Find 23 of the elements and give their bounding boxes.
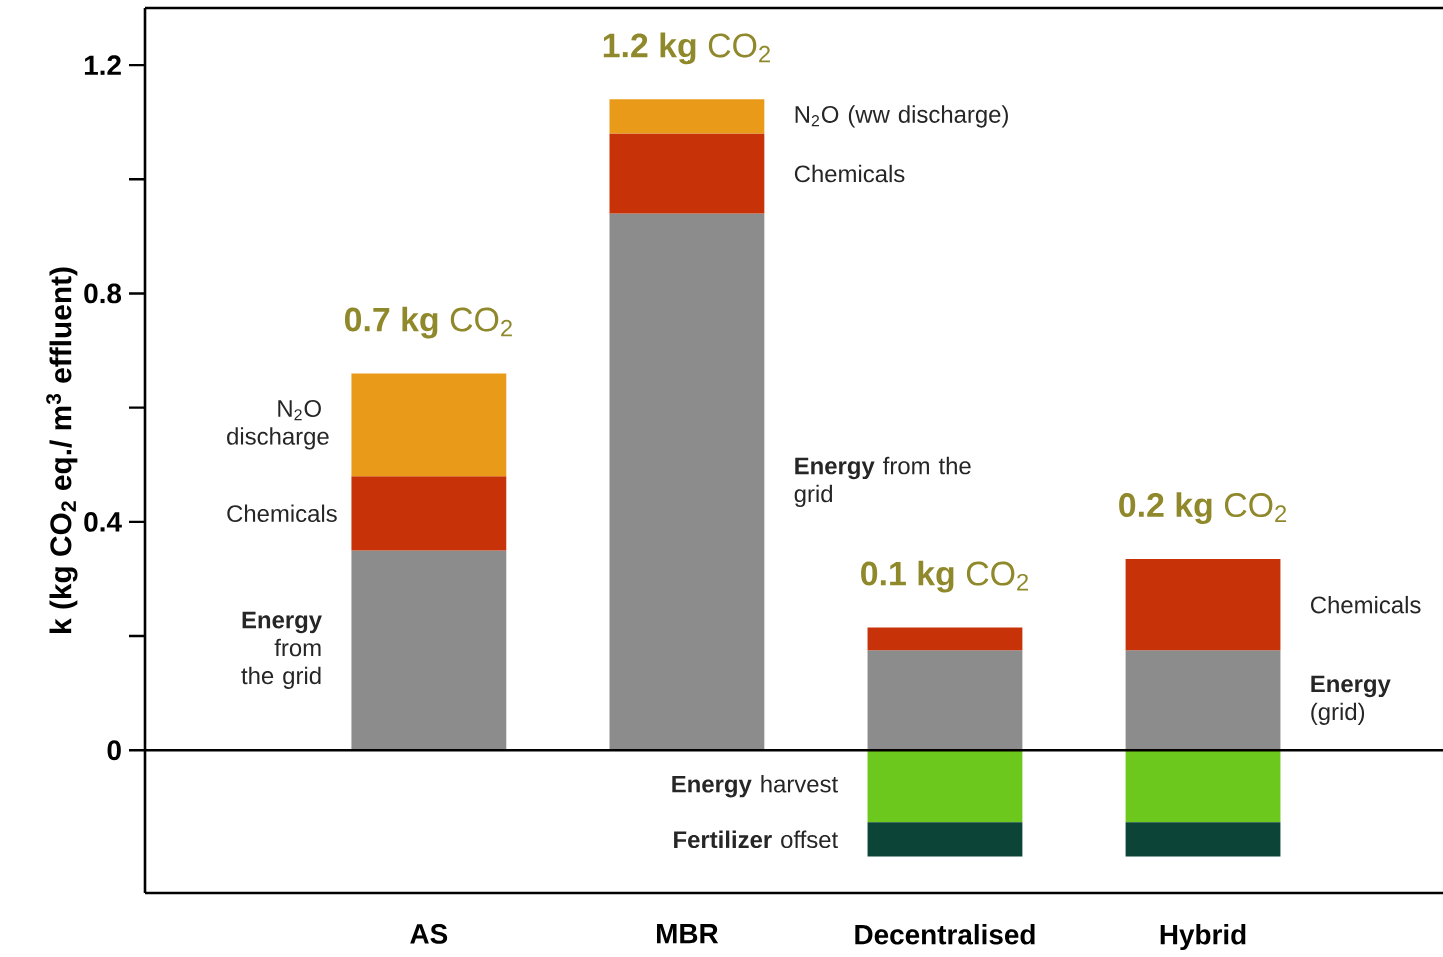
- annotation: Chemicals: [794, 164, 905, 183]
- x-tick-label: Hybrid: [1160, 924, 1246, 951]
- annotation: Energy from the grid: [241, 611, 322, 689]
- total-label: 0.2 kg CO$_{2}$: [1119, 492, 1287, 524]
- x-tick-label: Decentralised: [855, 924, 1035, 945]
- annotation: Chemicals: [1311, 595, 1421, 614]
- y-axis-title: k (kg CO$_{2}$ eq./ m$^{3}$ effluent): [46, 267, 78, 633]
- x-tick-label: MBR: [657, 924, 719, 944]
- annotation: Energy (grid): [1311, 675, 1391, 725]
- annotation: N$_{2}$O discharge: [227, 400, 329, 450]
- y-tick-label: 1.2: [84, 55, 121, 75]
- total-label: 0.1 kg CO$_{2}$: [861, 560, 1028, 593]
- annotation: N$_{2}$O (ww discharge): [795, 105, 1008, 128]
- total-label: 0.7 kg CO$_{2}$: [344, 306, 512, 339]
- annotation: Chemicals: [227, 504, 337, 523]
- annotation: Fertilizer offset: [674, 830, 839, 849]
- text: Energy from the grid: [794, 456, 971, 507]
- y-tick-label: 0: [107, 740, 121, 761]
- y-tick-label: 0.4: [84, 511, 122, 532]
- x-tick-label: AS: [410, 924, 448, 944]
- y-tick-label: 0.8: [84, 283, 122, 304]
- total-label: 1.2 kg CO$_{2}$: [603, 32, 770, 65]
- annotation: Energy harvest: [672, 775, 838, 798]
